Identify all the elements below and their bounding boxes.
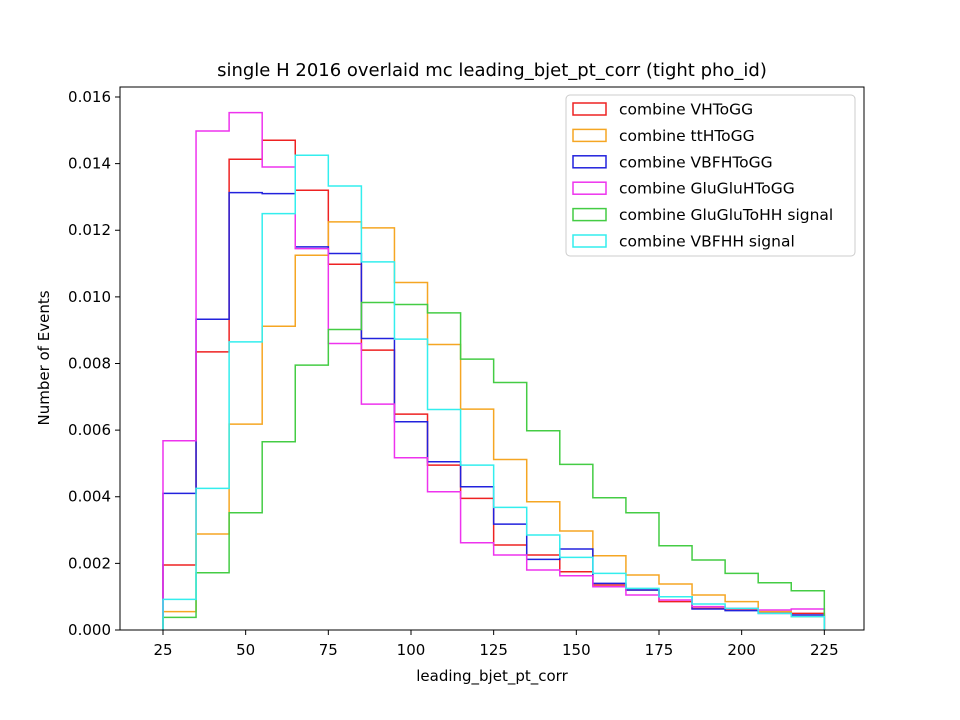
y-tick-label-3: 0.006: [68, 421, 111, 439]
x-tick-label-1: 50: [236, 641, 255, 659]
y-tick-label-1: 0.002: [68, 554, 111, 572]
legend-swatch-0: [572, 102, 607, 116]
x-tick-label-7: 200: [727, 641, 756, 659]
legend-label-5: combine VBFHH signal: [619, 233, 795, 251]
chart-title: single H 2016 overlaid mc leading_bjet_p…: [217, 60, 767, 81]
legend-label-4: combine GluGluToHH signal: [619, 206, 833, 224]
legend: combine VHToGG combine ttHToGG combine VBF…: [565, 94, 856, 257]
legend-swatch-2: [572, 155, 607, 169]
y-tick-label-4: 0.008: [68, 354, 111, 372]
series-line-4: [162, 301, 826, 630]
x-axis-label: leading_bjet_pt_corr: [416, 667, 568, 686]
x-tick-label-3: 100: [397, 641, 426, 659]
y-tick-label-5: 0.010: [68, 288, 111, 306]
x-tick-label-8: 225: [810, 641, 839, 659]
y-tick-label-6: 0.012: [68, 221, 111, 239]
series-layer: [162, 111, 826, 630]
x-tick-label-0: 25: [153, 641, 172, 659]
plot-frame: [119, 86, 865, 631]
y-axis-label: Number of Events: [35, 290, 53, 425]
series-line-5: [162, 154, 826, 630]
x-tick-label-6: 175: [645, 641, 674, 659]
legend-swatch-5: [572, 234, 607, 248]
legend-label-1: combine ttHToGG: [619, 127, 755, 145]
x-tick-label-5: 150: [562, 641, 591, 659]
y-tick-label-2: 0.004: [68, 488, 111, 506]
y-tick-label-8: 0.016: [68, 88, 111, 106]
legend-swatch-3: [572, 181, 607, 195]
legend-label-2: combine VBFHToGG: [619, 153, 773, 171]
x-tick-label-2: 75: [319, 641, 338, 659]
legend-swatch-4: [572, 207, 607, 222]
legend-swatch-1: [572, 128, 607, 143]
ticks-layer: 25 50 75 100 125 150 175 200 225 0.000 0.002 0.004 0…: [68, 88, 839, 659]
legend-box: [565, 94, 856, 257]
legend-label-3: combine GluGluHToGG: [619, 180, 795, 198]
legend-label-0: combine VHToGG: [619, 101, 753, 119]
y-tick-label-7: 0.014: [68, 155, 111, 173]
x-tick-label-4: 125: [479, 641, 508, 659]
y-tick-label-0: 0.000: [68, 621, 111, 639]
